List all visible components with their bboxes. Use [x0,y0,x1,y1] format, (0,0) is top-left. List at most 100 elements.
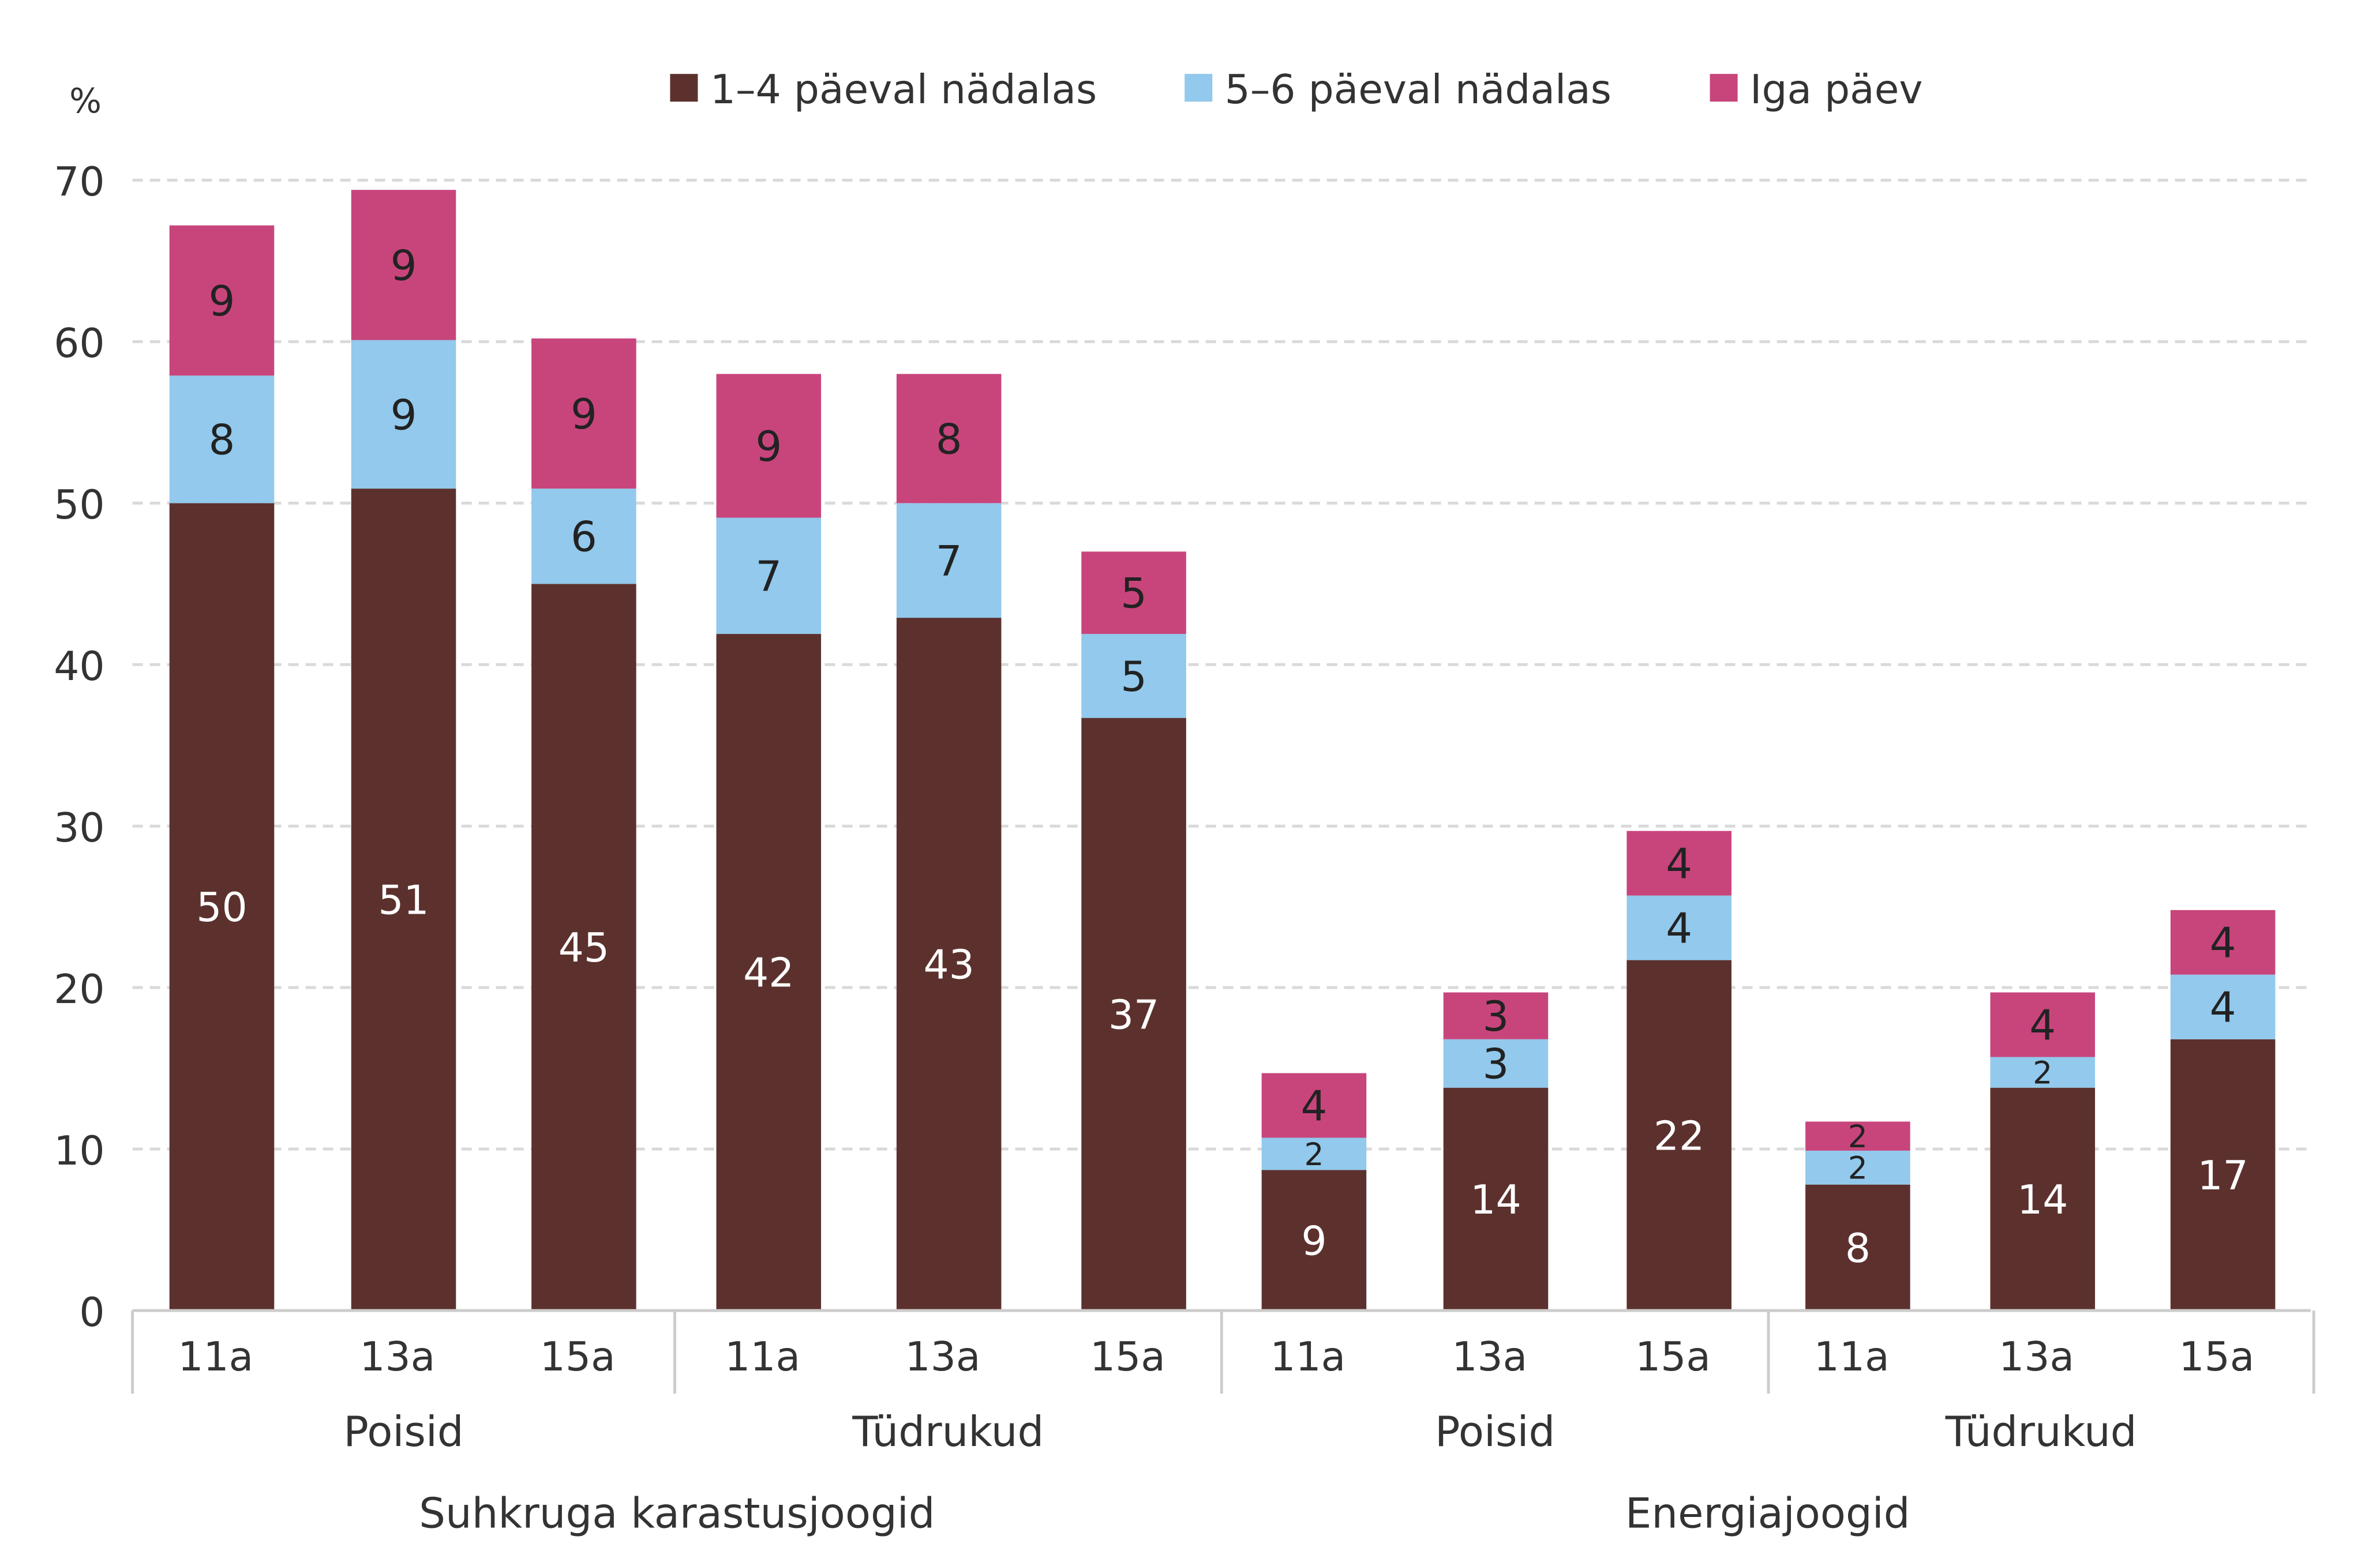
bar-segment [531,338,636,489]
data-label: 2 [1848,1150,1868,1186]
data-label: 8 [209,416,235,464]
legend-label: Iga päev [1750,67,1922,113]
bar-segment [896,374,1002,504]
data-label: 9 [571,390,597,438]
x-tick-label: 15a [540,1334,616,1380]
data-label: 3 [1483,992,1509,1041]
data-label: 50 [196,885,247,931]
data-label: 2 [1304,1136,1324,1173]
y-unit-label: % [69,81,102,121]
bar-segment [716,374,822,518]
bar-segment [169,375,275,504]
bar-segment [1081,634,1186,718]
x-group-label: Suhkruga karastusjoogid [419,1489,935,1538]
data-label: 17 [2198,1153,2248,1199]
bars: 5089519945694279437837559241433224482214… [169,190,2276,1311]
bar-segment [1443,992,1549,1039]
bar-segment [1081,718,1186,1311]
x-tick-label: 11a [178,1334,253,1380]
bar-segment [1805,1150,1910,1185]
data-label: 14 [1470,1177,1521,1223]
legend: 1–4 päeval nädalas 5–6 päeval nädalas Iga … [670,67,1922,113]
legend-label: 1–4 päeval nädalas [710,67,1097,113]
data-label: 9 [755,422,782,471]
x-tick-label: 15a [1635,1334,1711,1380]
bar-segment [1443,1039,1549,1088]
data-label: 9 [391,241,417,290]
data-label: 4 [1300,1081,1327,1130]
bar-segment [1443,1087,1549,1311]
y-tick-label: 40 [54,644,104,690]
bar-segment [2170,910,2276,975]
bar-segment [1261,1073,1367,1138]
y-tick-label: 70 [54,159,104,205]
data-label: 51 [378,878,429,924]
x-tick-label: 11a [1814,1334,1890,1380]
x-tick-label: 11a [1270,1334,1345,1380]
data-label: 2 [2033,1054,2052,1091]
data-label: 14 [2017,1177,2068,1223]
x-subgroup-label: Poisid [1435,1407,1555,1456]
gridlines [132,178,2311,1151]
bar-segment [1626,895,1731,960]
data-label: 4 [2210,983,2236,1032]
x-group-label: Energiajoogid [1625,1489,1910,1538]
data-label: 43 [923,942,974,989]
bar-segment [169,503,275,1311]
bar-segment [2170,1039,2276,1311]
x-tick-label: 13a [359,1334,435,1380]
data-label: 9 [209,277,235,325]
data-label: 3 [1483,1040,1509,1088]
bar-segment [1805,1184,1910,1311]
bar-segment [351,340,456,489]
y-tick-label: 10 [54,1128,104,1174]
data-label: 4 [1666,840,1692,888]
data-label: 8 [1845,1226,1871,1272]
bar-segment [531,584,636,1311]
bar-segment [351,190,456,340]
bar-segment [716,517,822,634]
bar-segment [1990,992,2096,1057]
x-tick-label: 15a [2179,1334,2255,1380]
legend-label: 5–6 päeval nädalas [1225,67,1611,113]
data-label: 9 [391,390,417,439]
y-axis: 0 10 20 30 40 50 60 70% [54,81,104,1336]
y-tick-label: 30 [54,805,104,851]
data-label: 37 [1108,992,1159,1038]
x-axis: 11a 13a 15a 11a 13a 15a 11a 13a 15a 11a 13a 15a Pois… [131,1309,2315,1538]
bar-segment [1626,960,1731,1311]
x-tick-label: 11a [725,1334,800,1380]
bar-segment [351,489,456,1311]
x-tick-label: 13a [1452,1334,1527,1380]
data-label: 22 [1654,1113,1704,1159]
data-label: 4 [2029,1001,2056,1050]
data-label: 7 [755,552,782,600]
legend-swatch [670,74,698,102]
bar-segment [716,634,822,1311]
data-label: 6 [571,513,597,561]
bar-segment [2170,974,2276,1039]
data-label: 5 [1120,569,1147,618]
bar-segment [896,618,1002,1311]
y-tick-label: 20 [54,967,104,1013]
bar-segment [1261,1137,1367,1170]
x-subgroup-label: Poisid [343,1407,463,1456]
legend-swatch [1710,74,1738,102]
bar-segment [169,225,275,376]
x-tick-label: 13a [905,1334,981,1380]
y-tick-label: 50 [54,482,104,528]
data-label: 42 [743,951,794,997]
data-label: 7 [936,537,962,585]
data-label: 4 [1666,904,1692,953]
x-tick-label: 15a [1090,1334,1165,1380]
data-label: 4 [2210,919,2236,967]
bar-segment [1081,551,1186,634]
data-label: 5 [1120,652,1147,701]
bar-segment [1990,1087,2096,1311]
bar-segment [1805,1121,1910,1151]
data-label: 45 [559,925,609,971]
data-label: 2 [1848,1118,1868,1155]
data-label: 9 [1301,1218,1326,1264]
bar-segment [1990,1057,2096,1088]
